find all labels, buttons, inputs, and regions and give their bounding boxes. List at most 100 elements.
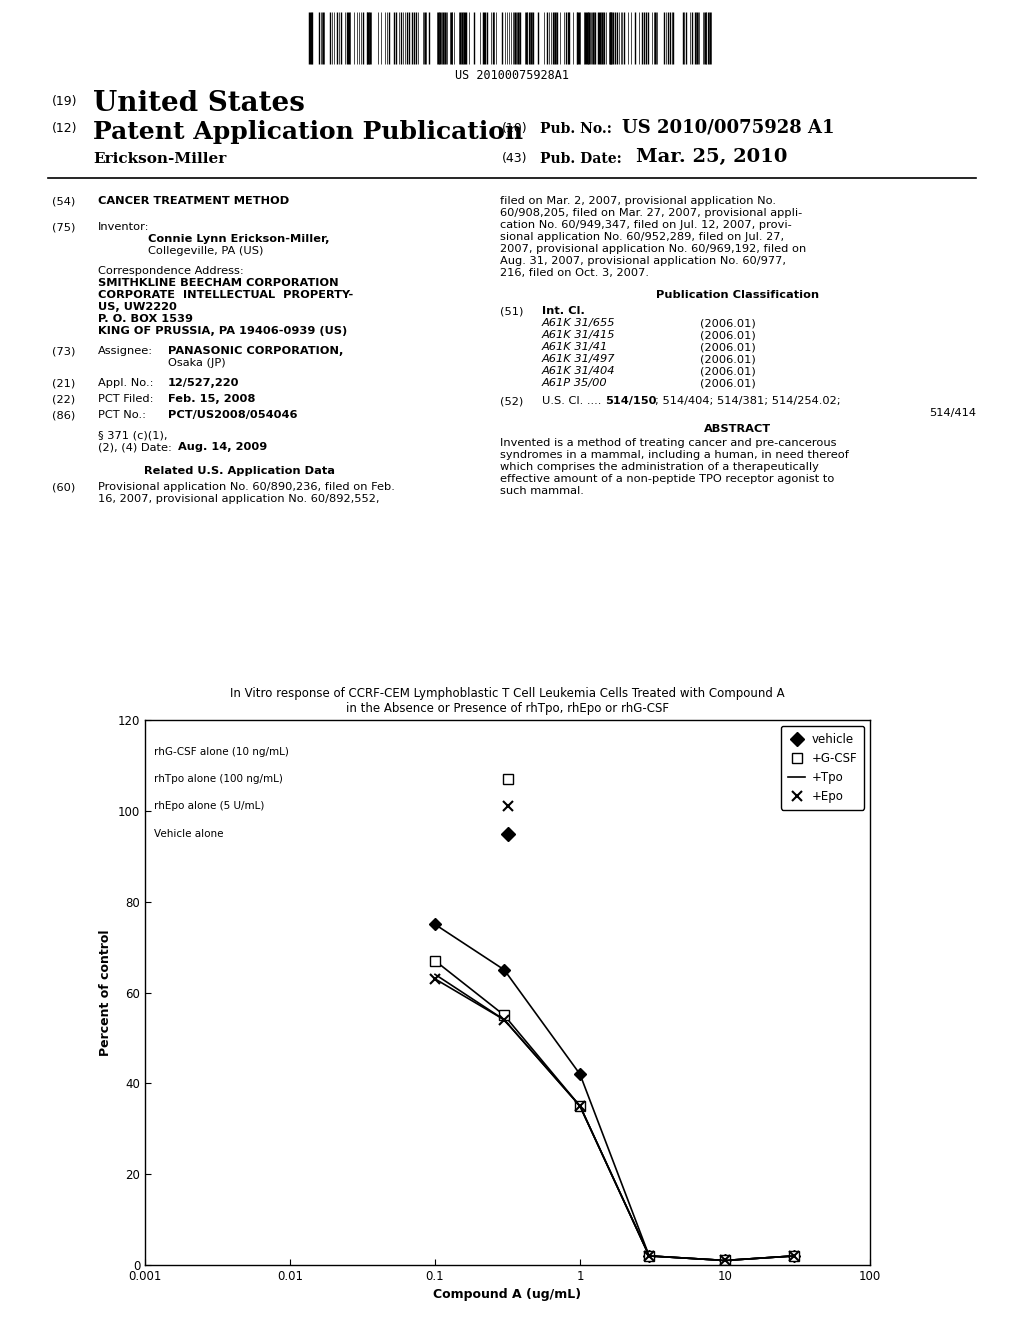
Line: vehicle: vehicle [431,920,799,1265]
Text: PCT Filed:: PCT Filed: [98,393,154,404]
Text: Appl. No.:: Appl. No.: [98,378,154,388]
vehicle [719,1253,731,1269]
Text: (2006.01): (2006.01) [700,330,756,341]
Text: PCT No.:: PCT No.: [98,411,146,420]
Text: Provisional application No. 60/890,236, filed on Feb.: Provisional application No. 60/890,236, … [98,482,395,492]
Text: A61K 31/497: A61K 31/497 [542,354,615,364]
Text: (2006.01): (2006.01) [700,366,756,376]
Text: (2006.01): (2006.01) [700,354,756,364]
Text: SMITHKLINE BEECHAM CORPORATION: SMITHKLINE BEECHAM CORPORATION [98,279,339,288]
Text: filed on Mar. 2, 2007, provisional application No.: filed on Mar. 2, 2007, provisional appli… [500,195,776,206]
Text: 514/414: 514/414 [929,408,976,418]
Text: (51): (51) [500,306,523,315]
Text: Pub. Date:: Pub. Date: [540,152,622,166]
Text: A61K 31/404: A61K 31/404 [542,366,615,376]
Text: (2006.01): (2006.01) [700,342,756,352]
Text: A61K 31/415: A61K 31/415 [542,330,615,341]
vehicle [643,1247,655,1263]
Text: Collegeville, PA (US): Collegeville, PA (US) [148,246,263,256]
Title: In Vitro response of CCRF-CEM Lymphoblastic T Cell Leukemia Cells Treated with C: In Vitro response of CCRF-CEM Lymphoblas… [230,686,784,714]
Text: cation No. 60/949,347, filed on Jul. 12, 2007, provi-: cation No. 60/949,347, filed on Jul. 12,… [500,220,792,230]
Text: PANASONIC CORPORATION,: PANASONIC CORPORATION, [168,346,343,356]
Text: (75): (75) [52,222,76,232]
vehicle [788,1247,801,1263]
Text: KING OF PRUSSIA, PA 19406-0939 (US): KING OF PRUSSIA, PA 19406-0939 (US) [98,326,347,337]
Text: Feb. 15, 2008: Feb. 15, 2008 [168,393,255,404]
+Epo [498,1012,510,1028]
Text: (86): (86) [52,411,75,420]
vehicle [573,1067,586,1082]
+G-CSF [788,1247,801,1263]
+Tpo [498,1012,510,1028]
+Tpo [429,966,441,982]
Text: United States: United States [93,90,305,117]
+Epo [719,1253,731,1269]
Text: rhEpo alone (5 U/mL): rhEpo alone (5 U/mL) [154,801,264,812]
+Tpo [643,1247,655,1263]
Text: A61P 35/00: A61P 35/00 [542,378,607,388]
Text: (43): (43) [502,152,527,165]
+G-CSF [573,1098,586,1114]
+Epo [573,1098,586,1114]
+Tpo [788,1247,801,1263]
Line: +Epo: +Epo [430,974,799,1266]
Text: Inventor:: Inventor: [98,222,150,232]
Text: P. O. BOX 1539: P. O. BOX 1539 [98,314,193,323]
+Epo [788,1247,801,1263]
Text: Aug. 31, 2007, provisional application No. 60/977,: Aug. 31, 2007, provisional application N… [500,256,786,267]
Text: § 371 (c)(1),: § 371 (c)(1), [98,430,168,440]
Text: Osaka (JP): Osaka (JP) [168,358,225,368]
Text: (12): (12) [52,121,78,135]
X-axis label: Compound A (ug/mL): Compound A (ug/mL) [433,1288,582,1302]
Text: Publication Classification: Publication Classification [656,290,819,300]
+Epo [643,1247,655,1263]
Text: Invented is a method of treating cancer and pre-cancerous: Invented is a method of treating cancer … [500,438,837,447]
Text: Pub. No.:: Pub. No.: [540,121,612,136]
Text: Related U.S. Application Data: Related U.S. Application Data [144,466,336,477]
Text: (2006.01): (2006.01) [700,318,756,327]
Legend: vehicle, +G-CSF, +Tpo, +Epo: vehicle, +G-CSF, +Tpo, +Epo [780,726,864,809]
vehicle [429,916,441,932]
Text: Correspondence Address:: Correspondence Address: [98,267,244,276]
Text: US, UW2220: US, UW2220 [98,302,177,312]
Text: 12/527,220: 12/527,220 [168,378,240,388]
Text: (2006.01): (2006.01) [700,378,756,388]
Text: Aug. 14, 2009: Aug. 14, 2009 [178,442,267,451]
Text: A61K 31/655: A61K 31/655 [542,318,615,327]
Text: (21): (21) [52,378,75,388]
Text: Connie Lynn Erickson-Miller,: Connie Lynn Erickson-Miller, [148,234,330,244]
Text: 514/150: 514/150 [605,396,656,407]
+Tpo [719,1253,731,1269]
Text: rhTpo alone (100 ng/mL): rhTpo alone (100 ng/mL) [154,774,283,784]
Text: Int. Cl.: Int. Cl. [542,306,585,315]
Y-axis label: Percent of control: Percent of control [99,929,113,1056]
Line: +Tpo: +Tpo [435,974,795,1261]
Text: Vehicle alone: Vehicle alone [154,829,223,838]
Text: US 20100075928A1: US 20100075928A1 [455,69,569,82]
Text: (73): (73) [52,346,76,356]
Text: (10): (10) [502,121,527,135]
Text: PCT/US2008/054046: PCT/US2008/054046 [168,411,298,420]
Text: which comprises the administration of a therapeutically: which comprises the administration of a … [500,462,819,473]
Text: (52): (52) [500,396,523,407]
vehicle [498,962,510,978]
Text: (60): (60) [52,482,75,492]
Text: sional application No. 60/952,289, filed on Jul. 27,: sional application No. 60/952,289, filed… [500,232,784,242]
Line: +G-CSF: +G-CSF [430,956,799,1266]
Text: A61K 31/41: A61K 31/41 [542,342,608,352]
Text: rhG-CSF alone (10 ng/mL): rhG-CSF alone (10 ng/mL) [154,747,289,756]
Text: syndromes in a mammal, including a human, in need thereof: syndromes in a mammal, including a human… [500,450,849,459]
Text: CORPORATE  INTELLECTUAL  PROPERTY-: CORPORATE INTELLECTUAL PROPERTY- [98,290,353,300]
Text: US 2010/0075928 A1: US 2010/0075928 A1 [622,117,835,136]
Text: Assignee:: Assignee: [98,346,154,356]
Text: Patent Application Publication: Patent Application Publication [93,120,523,144]
Text: (2), (4) Date:: (2), (4) Date: [98,442,172,451]
+Epo [429,972,441,987]
Text: ABSTRACT: ABSTRACT [705,424,771,434]
Text: 60/908,205, filed on Mar. 27, 2007, provisional appli-: 60/908,205, filed on Mar. 27, 2007, prov… [500,209,802,218]
Text: 216, filed on Oct. 3, 2007.: 216, filed on Oct. 3, 2007. [500,268,649,279]
+G-CSF [643,1247,655,1263]
+G-CSF [429,953,441,969]
Text: CANCER TREATMENT METHOD: CANCER TREATMENT METHOD [98,195,289,206]
Text: (19): (19) [52,95,78,108]
